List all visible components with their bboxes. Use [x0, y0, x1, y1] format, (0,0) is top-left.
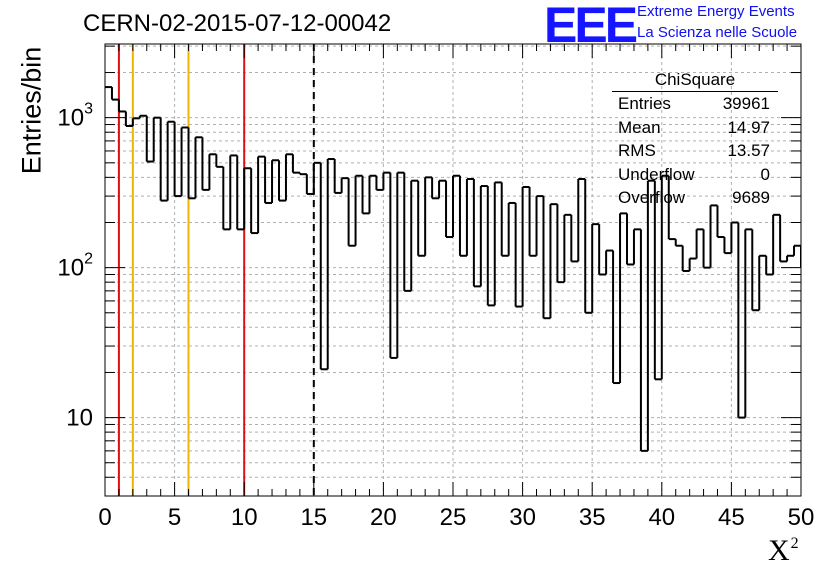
x-tick-label: 40	[648, 504, 675, 531]
histogram-bars	[105, 86, 801, 452]
stats-row-rms: RMS 13.57	[612, 139, 778, 163]
y-axis-label: Entries/bin	[16, 46, 47, 175]
stats-box: ChiSquare Entries 39961 Mean 14.97 RMS 13.5…	[612, 70, 778, 210]
stats-value: 0	[760, 164, 770, 184]
y-tick-label: 103	[57, 101, 93, 132]
logo-subtitle-1: Extreme Energy Events	[637, 3, 795, 20]
stats-row-underflow: Underflow 0	[612, 163, 778, 187]
x-tick-label: 25	[440, 504, 467, 531]
x-tick-label: 20	[370, 504, 397, 531]
stats-label: Underflow	[618, 164, 695, 184]
stats-value: 13.57	[727, 141, 770, 160]
y-tick-label-exponent: 3	[84, 101, 93, 118]
x-axis-label: X2	[768, 534, 799, 568]
stats-value: 14.97	[727, 117, 770, 137]
logo-subtitle-2: La Scienza nelle Scuole	[637, 24, 798, 41]
y-tick-label-exponent: 2	[84, 251, 93, 268]
stats-label: Overflow	[618, 188, 686, 207]
stats-label: Entries	[618, 94, 671, 113]
x-tick-label: 30	[509, 504, 536, 531]
x-tick-label: 45	[718, 504, 745, 531]
x-tick-label: 0	[98, 504, 111, 531]
x-tick-label: 50	[788, 504, 815, 531]
stats-value: 9689	[732, 188, 770, 207]
y-tick-label: 102	[57, 251, 93, 282]
stats-label: RMS	[618, 141, 656, 160]
stats-row-overflow: Overflow 9689	[612, 186, 778, 210]
stats-label: Mean	[618, 117, 661, 137]
x-tick-label: 5	[168, 504, 181, 531]
stats-title: ChiSquare	[612, 70, 778, 92]
y-tick-label: 10	[66, 405, 93, 432]
x-tick-label: 10	[231, 504, 258, 531]
stats-row-mean: Mean 14.97	[612, 116, 778, 140]
x-tick-label: 15	[300, 504, 327, 531]
x-tick-label: 35	[579, 504, 606, 531]
stats-row-entries: Entries 39961	[612, 92, 778, 116]
run-title: CERN-02-2015-07-12-00042	[83, 10, 392, 37]
eee-logo: EEE	[544, 0, 638, 53]
x-axis-label-exponent: 2	[790, 535, 799, 552]
x-axis-label-base: X	[768, 534, 790, 567]
stats-value: 39961	[722, 94, 770, 113]
